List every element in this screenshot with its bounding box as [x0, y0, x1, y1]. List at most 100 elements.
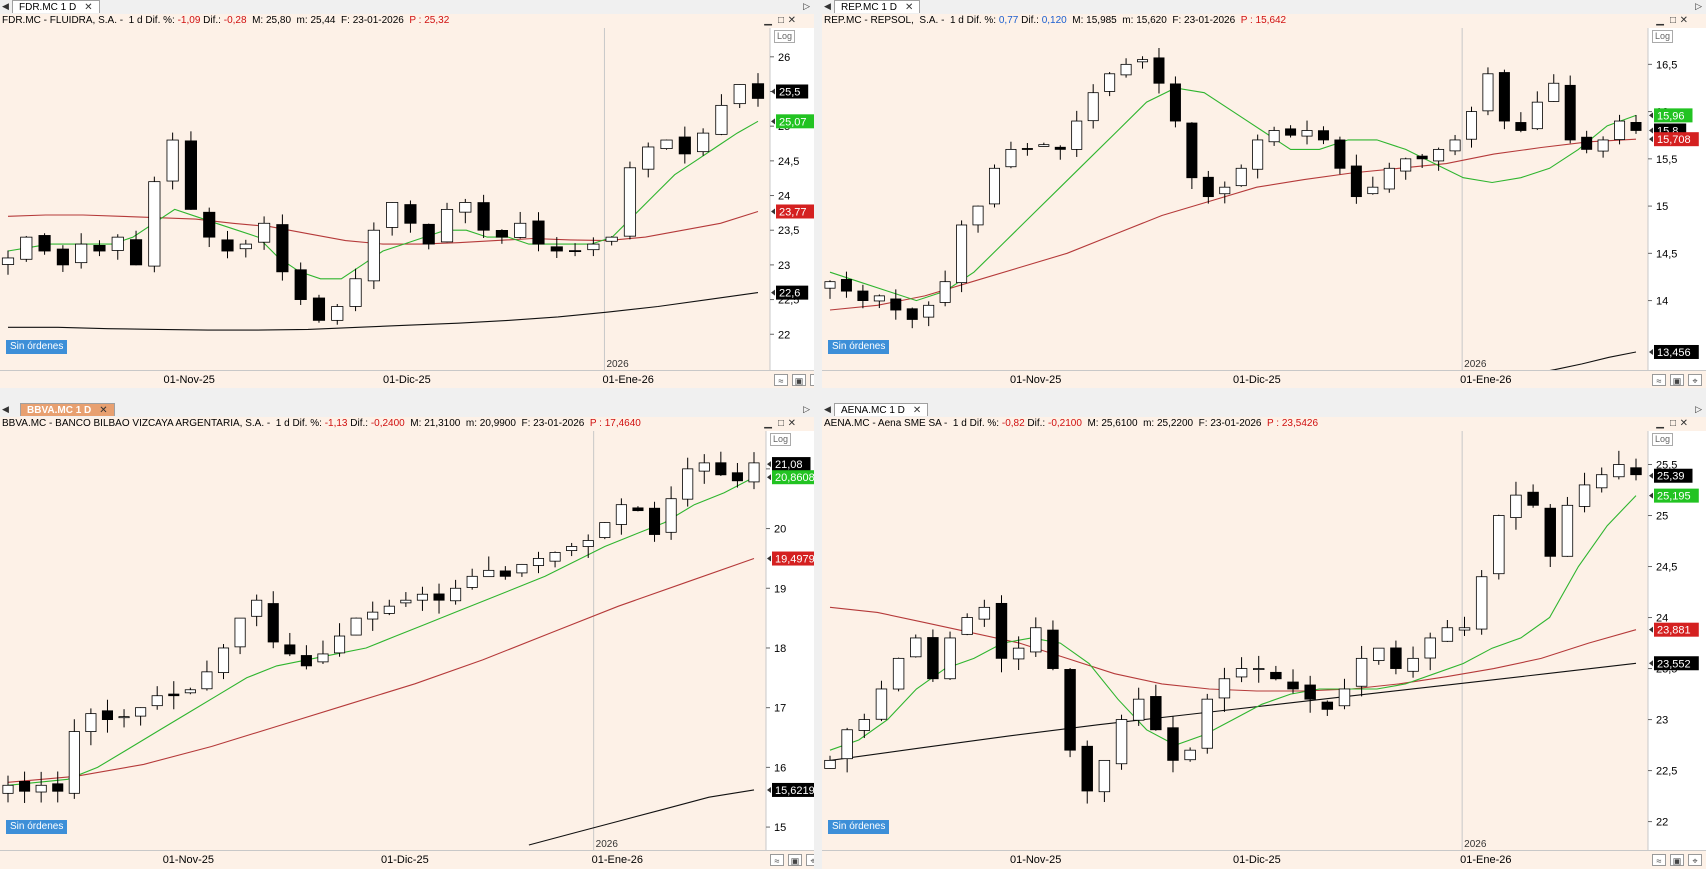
candle — [1047, 620, 1059, 671]
tab-scroll-right-icon[interactable]: ▷ — [1695, 404, 1702, 414]
candle — [35, 771, 47, 803]
crosshair-icon[interactable]: ⌖ — [1688, 854, 1702, 866]
tab-label: AENA.MC 1 D — [841, 405, 905, 416]
candle — [550, 237, 563, 258]
tab-scroll-right-icon[interactable]: ▷ — [1695, 1, 1702, 11]
chart-style-icon[interactable]: ≈ — [770, 854, 784, 866]
tab-rep[interactable]: REP.MC 1 D ✕ — [834, 0, 921, 13]
candle — [312, 294, 326, 323]
maximize-icon[interactable]: □ — [777, 418, 784, 429]
x-tick-label: 01-Nov-25 — [1009, 854, 1062, 866]
candle — [1510, 481, 1522, 530]
close-tab-icon[interactable]: ✕ — [904, 2, 914, 13]
tab-bbva[interactable]: BBVA.MC 1 D ✕ — [20, 403, 115, 416]
orders-status-badge[interactable]: Sin órdenes — [6, 820, 68, 834]
vertical-splitter[interactable] — [814, 0, 822, 868]
y-tick-label: 14 — [1656, 296, 1668, 308]
minimize-icon[interactable]: ▁ — [1656, 15, 1664, 26]
tab-aena[interactable]: AENA.MC 1 D ✕ — [834, 403, 929, 416]
candle — [824, 755, 836, 769]
maximize-icon[interactable]: □ — [1669, 418, 1676, 429]
close-tab-icon[interactable]: ✕ — [99, 405, 108, 416]
save-icon[interactable]: ▣ — [1670, 854, 1684, 866]
crosshair-icon[interactable]: ⌖ — [1688, 374, 1702, 386]
candle — [1218, 667, 1231, 712]
long-moving-average-line — [8, 292, 759, 331]
candle — [416, 586, 428, 611]
close-icon[interactable]: ✕ — [1679, 418, 1688, 429]
log-scale-button[interactable]: Log — [1652, 433, 1674, 446]
x-axis: 01-Nov-25 01-Dic-25 01-Ene-26 ≈ ▣ ⌖ — [822, 370, 1706, 389]
max-value: M: 25,6100 — [1081, 418, 1138, 429]
x-tick-label: 01-Nov-25 — [163, 374, 215, 386]
minimize-icon[interactable]: ▁ — [764, 418, 772, 429]
maximize-icon[interactable]: □ — [1669, 15, 1676, 26]
symbol-info-bar: FDR.MC - FLUIDRA, S.A. - 1 d Dif. %: -1,… — [0, 14, 814, 27]
tab-scroll-left-icon[interactable]: ◀ — [2, 1, 9, 11]
chart-style-icon[interactable]: ≈ — [774, 374, 788, 386]
price-tag: 15,708 — [1649, 132, 1699, 147]
log-scale-button[interactable]: Log — [774, 30, 796, 43]
candle — [1268, 126, 1280, 146]
close-tab-icon[interactable]: ✕ — [912, 405, 922, 416]
price-chart[interactable]: 202625,52524,52423,52322,52225,3925,1952… — [822, 431, 1706, 850]
y-tick-label: 16,5 — [1656, 59, 1677, 71]
tab-scroll-right-icon[interactable]: ▷ — [803, 404, 810, 414]
price-value: P : 15,642 — [1235, 15, 1287, 26]
tab-scroll-right-icon[interactable]: ▷ — [803, 1, 810, 11]
price-tag-label: 15,708 — [1657, 134, 1691, 146]
save-icon[interactable]: ▣ — [1670, 374, 1684, 386]
price-chart[interactable]: 20262120191817161521,0820,860819,497915,… — [0, 431, 814, 850]
save-icon[interactable]: ▣ — [792, 374, 806, 386]
chart-style-icon[interactable]: ≈ — [1652, 854, 1666, 866]
y-tick-label: 23 — [1656, 715, 1668, 727]
log-scale-button[interactable]: Log — [1652, 30, 1674, 43]
y-tick-label: 15 — [1656, 201, 1668, 213]
candle — [38, 233, 51, 255]
y-tick-label: 20 — [774, 524, 786, 536]
x-tick-label: 01-Dic-25 — [381, 854, 429, 866]
price-chart[interactable]: 202616,51615,51514,51415,9615,815,70813,… — [822, 28, 1706, 370]
chart-style-icon[interactable]: ≈ — [1652, 374, 1666, 386]
candle — [499, 566, 511, 580]
y-tick-label: 26 — [778, 52, 790, 64]
close-icon[interactable]: ✕ — [1679, 15, 1688, 26]
candle — [1373, 647, 1385, 665]
candle — [927, 629, 939, 682]
tab-scroll-left-icon[interactable]: ◀ — [824, 1, 831, 11]
candle — [118, 709, 130, 728]
orders-status-badge[interactable]: Sin órdenes — [6, 340, 68, 354]
tab-fdr[interactable]: FDR.MC 1 D ✕ — [12, 0, 100, 13]
price-tag-label: 23,881 — [1657, 625, 1691, 637]
log-scale-button[interactable]: Log — [770, 433, 792, 446]
close-tab-icon[interactable]: ✕ — [84, 2, 93, 13]
close-icon[interactable]: ✕ — [787, 15, 796, 26]
candle — [1235, 657, 1248, 683]
candle — [68, 719, 80, 799]
candle — [944, 631, 956, 680]
minimize-icon[interactable]: ▁ — [764, 15, 772, 26]
tab-scroll-left-icon[interactable]: ◀ — [2, 404, 9, 414]
candle — [698, 454, 710, 484]
candle — [1321, 700, 1334, 716]
minimize-icon[interactable]: ▁ — [1656, 418, 1664, 429]
candle — [1005, 141, 1017, 169]
candle — [1287, 669, 1299, 694]
max-value: M: 21,3100 — [404, 418, 461, 429]
price-tag: 15,6219 — [767, 782, 814, 797]
candle — [587, 237, 600, 257]
horizontal-splitter[interactable] — [0, 388, 1706, 403]
save-icon[interactable]: ▣ — [788, 854, 802, 866]
y-tick-label: 16 — [774, 762, 786, 774]
dif-pct-value: -0,82 — [1001, 418, 1025, 429]
maximize-icon[interactable]: □ — [777, 15, 784, 26]
y-tick-label: 14,5 — [1656, 248, 1677, 260]
tab-scroll-left-icon[interactable]: ◀ — [824, 404, 831, 414]
orders-status-badge[interactable]: Sin órdenes — [828, 820, 890, 834]
candle — [841, 727, 853, 773]
price-chart[interactable]: 20262625,52524,52423,52322,52225,525,072… — [0, 28, 814, 370]
candle — [1498, 69, 1510, 130]
y-tick-label: 22 — [1656, 817, 1668, 829]
orders-status-badge[interactable]: Sin órdenes — [828, 340, 890, 354]
close-icon[interactable]: ✕ — [787, 418, 796, 429]
